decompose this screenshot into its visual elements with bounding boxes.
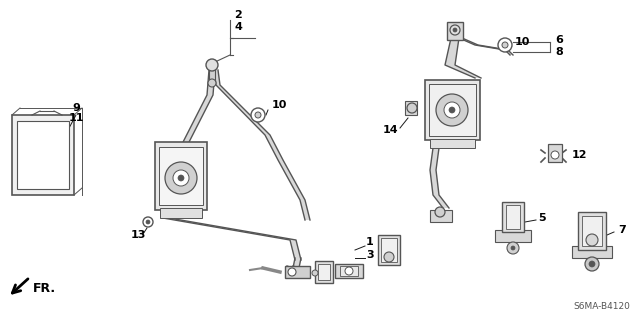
Bar <box>285 266 310 278</box>
Circle shape <box>502 42 508 48</box>
Circle shape <box>143 217 153 227</box>
Text: 7: 7 <box>618 225 626 235</box>
Text: 14: 14 <box>382 125 398 135</box>
Bar <box>572 246 612 258</box>
Circle shape <box>507 242 519 254</box>
Bar <box>405 101 417 115</box>
Circle shape <box>498 38 512 52</box>
Polygon shape <box>175 70 215 150</box>
Text: 10: 10 <box>272 100 287 110</box>
Polygon shape <box>445 38 481 78</box>
Circle shape <box>435 207 445 217</box>
Circle shape <box>589 261 595 267</box>
Text: 11: 11 <box>68 113 84 123</box>
Bar <box>209 65 215 83</box>
Bar <box>425 80 480 140</box>
Bar <box>430 210 452 222</box>
Bar <box>17 121 69 189</box>
Circle shape <box>551 151 559 159</box>
Bar <box>429 84 476 136</box>
Text: 5: 5 <box>538 213 546 223</box>
Bar <box>12 115 74 195</box>
Text: 4: 4 <box>234 22 242 32</box>
Polygon shape <box>430 148 449 208</box>
Text: 6: 6 <box>555 35 563 45</box>
Bar <box>335 264 363 278</box>
Circle shape <box>288 268 296 276</box>
Bar <box>506 205 520 229</box>
Circle shape <box>345 267 353 275</box>
Circle shape <box>436 94 468 126</box>
Circle shape <box>312 270 318 276</box>
Text: 1: 1 <box>366 237 374 247</box>
Text: 10: 10 <box>515 37 531 47</box>
Bar <box>159 147 203 205</box>
Bar <box>578 212 606 250</box>
Bar <box>315 261 333 283</box>
Bar <box>155 142 207 210</box>
Text: 13: 13 <box>131 230 146 240</box>
Circle shape <box>255 112 261 118</box>
Bar <box>160 208 202 218</box>
Circle shape <box>206 59 218 71</box>
Bar <box>378 235 400 265</box>
Circle shape <box>208 79 216 87</box>
Circle shape <box>586 234 598 246</box>
Circle shape <box>146 220 150 224</box>
Bar <box>430 139 475 148</box>
Polygon shape <box>214 70 310 220</box>
Circle shape <box>453 28 457 32</box>
Circle shape <box>407 103 417 113</box>
Circle shape <box>585 257 599 271</box>
Circle shape <box>384 252 394 262</box>
Bar <box>548 144 562 162</box>
Bar <box>340 266 358 276</box>
Polygon shape <box>287 258 301 268</box>
Bar <box>318 264 330 280</box>
Bar <box>447 22 463 40</box>
Bar <box>495 230 531 242</box>
Text: S6MA-B4120: S6MA-B4120 <box>573 302 630 311</box>
Text: 9: 9 <box>72 103 80 113</box>
Polygon shape <box>459 38 513 55</box>
Circle shape <box>173 170 189 186</box>
Text: 8: 8 <box>555 47 563 57</box>
Circle shape <box>444 102 460 118</box>
Circle shape <box>449 107 455 113</box>
Text: 3: 3 <box>366 250 374 260</box>
Text: 12: 12 <box>572 150 588 160</box>
Bar <box>582 216 602 246</box>
Circle shape <box>165 162 197 194</box>
Polygon shape <box>163 218 301 260</box>
Circle shape <box>511 246 515 250</box>
Text: FR.: FR. <box>33 283 56 295</box>
Circle shape <box>251 108 265 122</box>
Circle shape <box>178 175 184 181</box>
Bar <box>381 238 397 262</box>
Text: 2: 2 <box>234 10 242 20</box>
Bar <box>502 202 524 232</box>
Circle shape <box>450 25 460 35</box>
